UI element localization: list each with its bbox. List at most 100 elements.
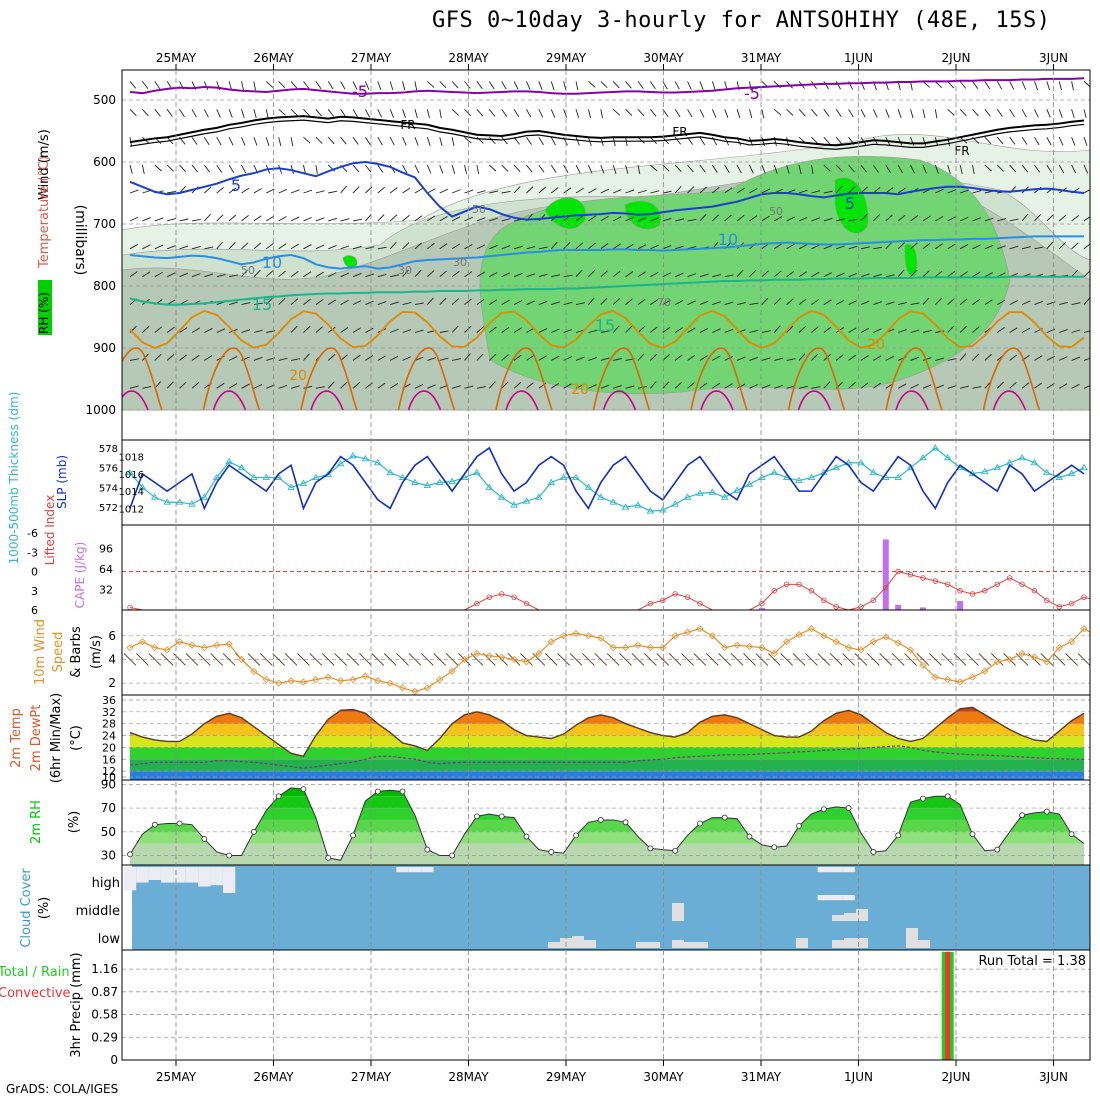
upper-wind-barb [625,216,634,222]
upper-wind-barb [749,356,759,361]
wind-barb [693,653,707,666]
upper-wind-barb [835,81,841,90]
upper-wind-barb [674,109,681,118]
upper-wind-barb [439,297,447,305]
li-point [1094,598,1099,603]
rh-point [1043,808,1050,815]
upper-wind-barb [687,218,697,222]
upper-wind-barb [761,188,771,194]
rh-point [226,852,233,859]
upper-wind-barb [600,297,608,305]
upper-wind-barb [290,81,298,89]
upper-wind-barb [1034,246,1044,250]
wind-barb [495,653,509,666]
rh-tick-label: 30 [101,849,116,863]
upper-wind-barb [538,246,548,250]
precip-tick-label: 0.87 [91,985,118,999]
upper-wind-barb [563,328,573,333]
upper-wind-barb [773,325,781,333]
upper-wind-barb [179,327,188,333]
thickness-point [646,507,655,514]
upper-wind-barb [526,109,532,118]
upper-wind-barb [303,81,310,89]
wind-speed-point [460,655,469,664]
thickness-point [163,498,171,505]
upper-wind-barb [402,109,406,118]
upper-wind-barb [315,386,325,389]
upper-wind-barb [575,187,584,194]
upper-wind-barb [352,186,360,194]
upper-wind-barb [303,298,311,305]
upper-wind-barb [997,272,1006,278]
upper-wind-barb [228,164,235,174]
upper-wind-barb [414,109,418,119]
upper-wind-barb [340,81,346,90]
rh-point [449,852,456,859]
upper-wind-barb [1071,269,1079,278]
upper-wind-barb [340,185,347,194]
top-date-label: 3JUN [1039,51,1068,65]
upper-wind-barb [897,383,907,389]
low-cloud-cell [844,938,856,948]
upper-wind-barb [464,216,473,222]
upper-wind-barb [142,244,151,250]
upper-wind-barb [612,164,617,174]
rh-point [721,814,728,821]
isotherm-20 [129,309,1085,349]
upper-wind-barb [823,190,833,194]
upper-wind-barb [266,188,275,194]
upper-wind-barb [761,215,770,222]
upper-wind-barb [129,81,137,89]
upper-wind-barb [427,188,436,194]
wind-speed-point [671,632,679,640]
upper-wind-barb [340,218,350,222]
upper-wind-barb [736,383,746,389]
upper-wind-barb [1046,301,1056,306]
upper-wind-barb [278,188,288,194]
upper-wind-barb [265,297,273,305]
precip-tick-label: 0.58 [91,1008,118,1022]
upper-wind-barb [154,164,162,172]
upper-wind-barb [860,382,869,389]
upper-wind-barb [711,214,720,222]
upper-wind-barb [290,243,300,250]
upper-wind-barb [1058,383,1068,389]
upper-wind-barb [1083,216,1090,222]
legend-lifted-index: Lifted Index [43,495,57,566]
upper-wind-barb [774,216,783,222]
cloud-ylabel-2: (%) [37,897,52,920]
upper-wind-barb [179,164,187,172]
upper-wind-barb [439,109,442,119]
upper-wind-barb [452,358,462,361]
upper-wind-barb [488,381,496,389]
upper-wind-barb [575,329,585,333]
thickness-point [423,481,432,488]
wind-speed-point [510,655,518,664]
wind-barb [594,653,608,666]
upper-wind-barb [377,164,384,173]
upper-wind-barb [873,355,882,361]
upper-wind-barb [935,188,944,194]
upper-wind-barb [649,81,656,90]
upper-wind-barb [1046,355,1055,361]
wind-tick-label: 2 [108,676,116,690]
isotherm-25-hump [690,347,748,411]
upper-wind-barb [1009,218,1019,222]
panel-frame-prec [121,949,1091,1061]
upper-wind-barb [575,109,580,119]
upper-wind-barb [687,273,697,278]
upper-wind-barb [166,164,174,172]
upper-wind-barb [798,385,808,389]
cloud-cell [148,867,161,880]
thickness-point [349,452,357,459]
wind-barb [730,653,744,666]
thickness-point [894,473,902,481]
cloud-cell [817,895,831,901]
upper-wind-barb [910,269,918,278]
upper-wind-barb [229,274,239,278]
upper-wind-barb [327,299,337,305]
cape-tick-label: 32 [99,583,113,596]
li-point [932,578,939,584]
low-cloud-cell [584,940,596,948]
upper-wind-barb [662,326,671,333]
